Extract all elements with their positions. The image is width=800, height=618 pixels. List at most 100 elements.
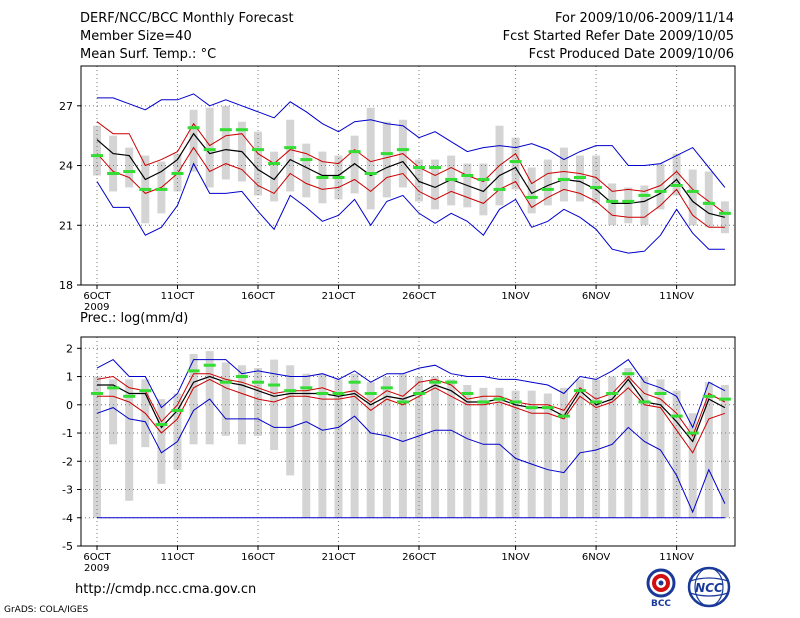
temp-member-mean-mark <box>123 170 136 174</box>
temp-max-line <box>97 93 726 188</box>
temp-member-mean-mark <box>171 172 184 176</box>
temp-member-mean-mark <box>702 201 715 205</box>
prec-spread-box <box>672 390 681 518</box>
temp-spread-box <box>656 163 665 210</box>
prec-member-mean-mark <box>622 372 635 376</box>
prec-member-mean-mark <box>557 414 570 418</box>
temp-member-mean-mark <box>91 154 103 158</box>
prec-y-tick-label: -5 <box>62 540 73 553</box>
prec-member-mean-mark <box>670 414 683 418</box>
prec-member-mean-mark <box>107 386 120 390</box>
prec-spread-box <box>286 365 295 476</box>
temp-y-tick-label: 18 <box>59 279 73 292</box>
temp-member-mean-mark <box>670 183 683 187</box>
svg-text:NCC: NCC <box>695 581 723 595</box>
prec-spread-box <box>495 387 504 518</box>
temp-member-mean-mark <box>557 177 570 181</box>
prec-min-line <box>96 398 726 514</box>
prec-y-tick-label: 0 <box>66 399 73 412</box>
temp-x-tick-label: 26OCT <box>402 291 437 302</box>
prec-member-mean-mark <box>686 431 699 435</box>
prec-spread-box <box>125 379 134 501</box>
prec-spread-box <box>608 376 617 518</box>
prec-spread-box <box>334 379 343 518</box>
prec-member-mean-mark <box>638 400 651 404</box>
temp-mean-line <box>96 132 726 218</box>
prec-member-mean-mark <box>590 400 603 404</box>
ncc-logo-icon: NCC <box>687 566 731 608</box>
prec-member-mean-mark <box>139 389 152 393</box>
prec-frame <box>80 336 736 547</box>
prec-upper-line <box>96 373 726 437</box>
prec-spread-box <box>704 382 713 518</box>
temp-spread-box <box>366 107 375 210</box>
prec-y-tick-label: 1 <box>66 371 73 384</box>
temp-spread-box <box>511 137 520 190</box>
temp-spread-box <box>382 121 391 198</box>
prec-spread-box <box>640 376 649 518</box>
prec-member-mean-mark <box>396 400 409 404</box>
prec-y-tick-label: -4 <box>62 512 73 525</box>
prec-member-mean-mark <box>219 380 232 384</box>
prec-spread-box <box>511 390 520 518</box>
prec-member-mean-mark <box>429 380 442 384</box>
prec-member-mean-mark <box>203 363 216 367</box>
temp-spread-box <box>254 131 262 196</box>
prec-member-mean-mark <box>300 386 313 390</box>
prec-spread-box <box>479 387 488 518</box>
prec-x-tick-label: 6NOV <box>582 552 611 563</box>
prec-x-tick-label: 26OCT <box>402 552 437 563</box>
prec-spread-box <box>109 379 118 445</box>
prec-member-mean-mark <box>541 406 554 410</box>
prec-member-mean-mark <box>574 389 586 393</box>
prec-x-tick-label: 21OCT <box>322 552 357 563</box>
temp-spread-box <box>286 119 295 192</box>
temp-spread-box <box>704 171 713 228</box>
prec-member-mean-mark <box>187 369 200 373</box>
temp-spread-box <box>431 159 440 210</box>
svg-text:BCC: BCC <box>651 599 671 608</box>
temp-spread-box <box>527 167 536 214</box>
temp-member-mean-mark <box>686 189 699 193</box>
prec-spread-box <box>447 379 456 518</box>
temp-spread-box <box>608 183 617 226</box>
source-url[interactable]: http://cmdp.ncc.cma.gov.cn <box>75 582 257 597</box>
prec-y-tick-label: -1 <box>62 427 73 440</box>
prec-spread-box <box>415 376 423 518</box>
temp-member-mean-mark <box>203 148 216 152</box>
prec-mean-line <box>97 375 726 443</box>
temp-x-tick-label: 6OCT <box>83 291 111 302</box>
prec-spread-box <box>382 376 391 518</box>
temp-y-tick-label: 21 <box>59 219 73 232</box>
temp-x-tick-label: 11OCT <box>161 291 196 302</box>
prec-spread-box <box>543 393 552 518</box>
prec-member-mean-mark <box>91 391 103 395</box>
prec-member-mean-mark <box>332 391 345 395</box>
temp-spread-box <box>559 147 568 202</box>
prec-spread-box <box>157 399 166 484</box>
temp-member-mean-mark <box>235 128 248 132</box>
prec-spread-box <box>688 413 697 518</box>
prec-spread-box <box>366 382 375 518</box>
prec-spread-box <box>93 376 101 518</box>
prec-y-tick-label: 2 <box>66 342 73 355</box>
temp-spread-box <box>479 163 488 216</box>
prec-member-mean-mark <box>380 386 393 390</box>
temp-member-mean-mark <box>509 160 522 164</box>
prec-x-tick-label: 11OCT <box>161 552 196 563</box>
temp-member-mean-mark <box>429 166 442 170</box>
prec-spread-box <box>576 379 584 518</box>
prec-member-mean-mark <box>252 380 264 384</box>
prec-member-mean-mark <box>445 380 458 384</box>
prec-spread-box <box>302 373 311 518</box>
prec-y-tick-label: -2 <box>62 455 73 468</box>
temp-member-mean-mark <box>541 187 554 191</box>
temp-member-mean-mark <box>139 187 152 191</box>
temp-member-mean-mark <box>107 172 120 176</box>
temp-member-mean-mark <box>590 185 603 189</box>
prec-x-tick-label: 6OCT <box>83 552 111 563</box>
prec-x-tick-label: 16OCT <box>241 552 276 563</box>
temp-member-mean-mark <box>461 174 474 177</box>
grads-credit: GrADS: COLA/IGES <box>4 605 89 615</box>
start-date-label: Fcst Started Refer Date 2009/10/05 <box>502 29 734 44</box>
